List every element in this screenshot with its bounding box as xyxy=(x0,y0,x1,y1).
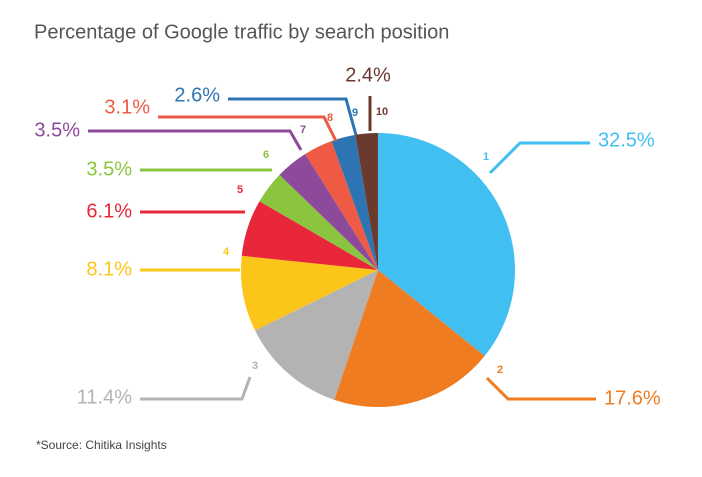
value-label: 6.1% xyxy=(86,200,132,222)
value-label: 3.5% xyxy=(34,119,80,141)
value-label: 17.6% xyxy=(604,387,661,409)
pie-slice xyxy=(331,134,378,270)
pie-slice xyxy=(334,270,485,407)
slice-number: 1 xyxy=(483,151,489,163)
chart-title: Percentage of Google traffic by search p… xyxy=(34,21,449,43)
slice-number: 10 xyxy=(376,106,388,118)
pie-slice xyxy=(355,133,378,270)
value-label: 2.6% xyxy=(174,84,220,106)
value-label: 8.1% xyxy=(86,258,132,280)
leader-line xyxy=(485,376,596,401)
pie-slice xyxy=(241,255,378,331)
pie-slice xyxy=(378,133,515,356)
slice-number: 6 xyxy=(263,149,269,161)
slice-number: 7 xyxy=(300,124,306,136)
leader-line xyxy=(88,129,303,151)
value-label: 3.5% xyxy=(86,158,132,180)
leader-line xyxy=(488,141,590,175)
value-label: 3.1% xyxy=(104,96,150,118)
slice-number: 4 xyxy=(223,246,230,258)
slice-number: 9 xyxy=(352,107,358,119)
value-label: 11.4% xyxy=(77,386,132,408)
slice-number: 8 xyxy=(327,112,333,124)
slice-number: 3 xyxy=(252,360,258,372)
pie-slice xyxy=(259,174,378,270)
pie-slice xyxy=(305,141,378,270)
value-label: 32.5% xyxy=(598,129,655,151)
leader-line xyxy=(228,97,358,136)
leader-line xyxy=(140,376,252,401)
leader-line xyxy=(158,115,338,142)
slice-number: 2 xyxy=(497,364,503,376)
pie-slice xyxy=(255,270,378,400)
slice-number: 5 xyxy=(237,184,243,196)
pie-slice xyxy=(279,153,378,270)
value-label: 2.4% xyxy=(345,64,391,86)
source-note: *Source: Chitika Insights xyxy=(36,438,167,452)
pie-slice xyxy=(241,201,378,270)
